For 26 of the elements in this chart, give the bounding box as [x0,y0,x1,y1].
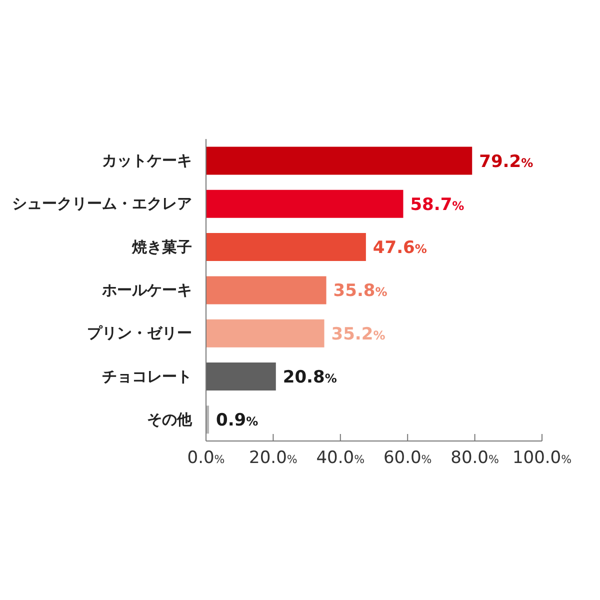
y-tick-label: 焼き菓子 [131,238,192,256]
x-tick-label: 20.0% [249,448,298,468]
x-tick-label: 0.0% [187,448,225,468]
y-tick-label: ホールケーキ [101,281,192,299]
bar [206,146,472,175]
x-tick-label: 60.0% [383,448,432,468]
bar [206,362,276,390]
bar [206,319,324,348]
y-tick-label: シュークリーム・エクレア [12,194,192,213]
data-label: 35.2% [331,324,386,344]
x-tick-label: 40.0% [316,448,365,468]
y-tick-label: カットケーキ [102,152,192,170]
bar [206,190,404,218]
data-label: 79.2% [479,152,534,172]
data-label: 0.9% [216,410,258,431]
data-label: 58.7% [410,194,464,215]
bar [206,233,366,262]
data-label: 20.8% [282,367,337,388]
data-label: 47.6% [372,238,427,258]
bar [206,276,326,304]
y-tick-label: プリン・ゼリー [87,324,192,342]
y-tick-label: チョコレート [102,367,192,386]
x-tick-label: 100.0% [512,448,572,468]
x-tick-label: 80.0% [450,448,499,468]
data-label: 35.8% [333,281,388,302]
y-tick-label: その他 [147,410,193,428]
